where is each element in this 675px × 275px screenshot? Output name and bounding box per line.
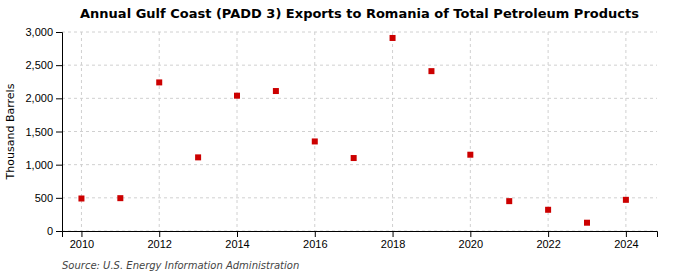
- x-axis-tick-label: 2020: [459, 238, 483, 250]
- y-axis-tick-mark: [56, 198, 62, 199]
- grid-line-x: [159, 32, 160, 231]
- plot-area: 2010 2012 2014 2016 2018 2020 2022 2024 0 500 1,00…: [25, 26, 657, 250]
- grid-line-x: [314, 32, 315, 231]
- point: [234, 93, 240, 99]
- y-axis-tick: 500: [35, 192, 62, 204]
- y-axis-tick-label: 0: [47, 225, 53, 237]
- x-axis-tick-label: 2024: [614, 238, 638, 250]
- x-axis-tick: 2020: [459, 231, 483, 250]
- y-axis: 0 500 1,000 1,500 2,000 2,500 3,000: [25, 26, 62, 237]
- point: [428, 68, 434, 74]
- x-axis-tick-label: 2014: [225, 238, 249, 250]
- y-axis-tick-label: 2,500: [25, 59, 53, 71]
- x-axis-tick: 2010: [70, 231, 94, 250]
- x-axis-tick: 2024: [614, 231, 638, 250]
- point: [390, 35, 396, 41]
- y-axis-tick-mark: [56, 98, 62, 99]
- point: [156, 79, 162, 85]
- grid-line-y: [62, 197, 657, 198]
- grid-line-y: [62, 65, 657, 66]
- y-axis-tick-mark: [56, 231, 62, 232]
- grid-line-x: [392, 32, 393, 231]
- point: [273, 88, 279, 94]
- source-note: Source: U.S. Energy Information Administ…: [62, 260, 299, 271]
- x-axis-tick: 2012: [147, 231, 171, 250]
- x-axis-tick-label: 2018: [381, 238, 405, 250]
- chart-svg: 2010 2012 2014 2016 2018 2020 2022 2024 0 500 1,00…: [0, 0, 675, 275]
- x-axis-line: [63, 232, 658, 238]
- grid-line-y: [62, 32, 657, 33]
- x-axis-tick-label: 2022: [536, 238, 560, 250]
- points: [78, 35, 628, 226]
- grid-line-x: [237, 32, 238, 231]
- y-axis-tick: 1,500: [25, 126, 62, 138]
- x-axis-tick-mark: [315, 231, 316, 237]
- y-axis-tick-mark: [56, 165, 62, 166]
- point: [506, 198, 512, 204]
- x-axis-tick-mark: [393, 231, 394, 237]
- x-axis-tick-mark: [81, 231, 82, 237]
- point: [78, 195, 84, 201]
- x-axis-tick-mark: [470, 231, 471, 237]
- x-axis-tick-label: 2016: [303, 238, 327, 250]
- x-axis-tick: 2022: [536, 231, 560, 250]
- y-axis-tick: 3,000: [25, 26, 62, 38]
- y-axis-tick-mark: [56, 132, 62, 133]
- grid-line-y: [62, 98, 657, 99]
- point: [117, 195, 123, 201]
- x-axis-tick-mark: [159, 231, 160, 237]
- point: [467, 152, 473, 158]
- y-axis-tick: 0: [47, 225, 62, 237]
- grid: [62, 32, 657, 231]
- y-axis-tick: 2,000: [25, 92, 62, 104]
- point: [312, 138, 318, 144]
- grid-line-y: [62, 131, 657, 132]
- grid-line-x: [548, 32, 549, 231]
- y-axis-tick: 2,500: [25, 59, 62, 71]
- x-axis-tick: 2018: [381, 231, 405, 250]
- y-axis-tick-label: 1,500: [25, 126, 53, 138]
- point: [351, 155, 357, 161]
- y-axis-tick-label: 500: [35, 192, 53, 204]
- point: [623, 197, 629, 203]
- y-axis-tick-mark: [56, 32, 62, 33]
- y-axis-title: Thousand Barrels: [4, 83, 17, 180]
- x-axis: 2010 2012 2014 2016 2018 2020 2022 2024: [63, 231, 658, 250]
- point: [545, 207, 551, 213]
- y-axis-tick-label: 2,000: [25, 92, 53, 104]
- grid-line-y: [62, 164, 657, 165]
- x-axis-tick: 2014: [225, 231, 249, 250]
- y-axis-tick-label: 3,000: [25, 26, 53, 38]
- y-axis-tick-mark: [56, 65, 62, 66]
- grid-line-x: [470, 32, 471, 231]
- x-axis-tick-label: 2010: [70, 238, 94, 250]
- x-axis-tick: 2016: [303, 231, 327, 250]
- point: [195, 154, 201, 160]
- chart-container: 2010 2012 2014 2016 2018 2020 2022 2024 0 500 1,00…: [0, 0, 675, 275]
- x-axis-tick-mark: [626, 231, 627, 237]
- y-axis-line: [56, 33, 63, 232]
- y-axis-tick: 1,000: [25, 159, 62, 171]
- y-axis-tick-label: 1,000: [25, 159, 53, 171]
- x-axis-tick-label: 2012: [147, 238, 171, 250]
- x-axis-tick-mark: [548, 231, 549, 237]
- title: Annual Gulf Coast (PADD 3) Exports to Ro…: [80, 6, 639, 21]
- x-axis-tick-mark: [237, 231, 238, 237]
- point: [584, 220, 590, 226]
